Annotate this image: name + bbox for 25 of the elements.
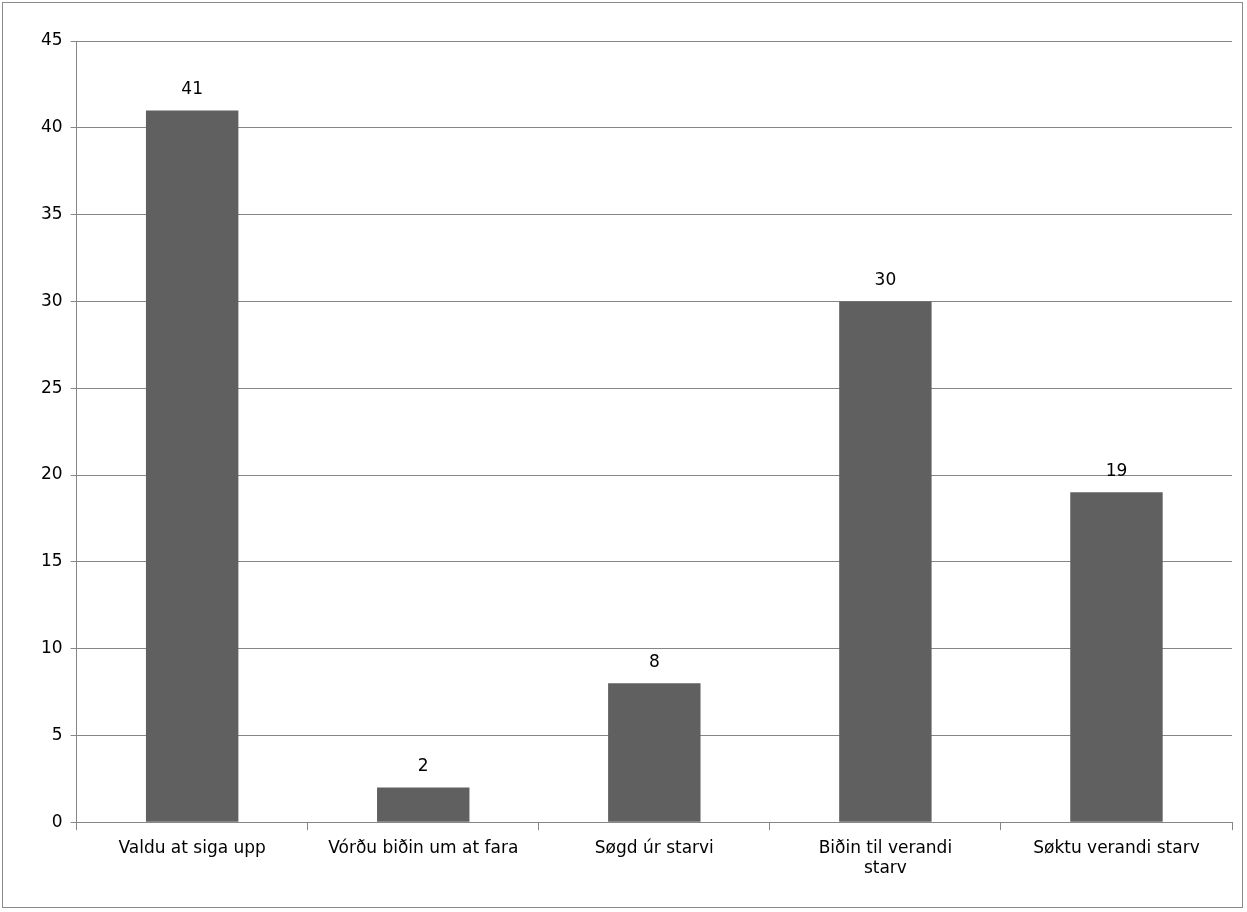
y-tick-label: 45	[40, 29, 63, 50]
y-tick-label: 40	[40, 116, 63, 137]
bar	[608, 683, 701, 822]
y-tick-label: 25	[40, 376, 63, 397]
x-tick-label: Søgd úr starvi	[594, 836, 714, 857]
y-tick-label: 5	[51, 723, 63, 744]
bar	[145, 110, 239, 822]
bar	[377, 787, 470, 822]
bar	[839, 301, 932, 822]
x-tick-label: Vórðu biðin um at fara	[328, 836, 519, 857]
bar	[1070, 492, 1163, 822]
x-tick-label: Søktu verandi starv	[1033, 836, 1200, 857]
y-tick-label: 10	[40, 637, 63, 658]
y-tick-label: 30	[40, 289, 63, 310]
x-tick-label: Biðin til verandi starv	[818, 836, 953, 878]
data-label: 41	[181, 78, 203, 99]
y-tick-label: 15	[40, 550, 63, 571]
y-tick-label: 35	[40, 203, 63, 224]
data-label: 8	[648, 651, 660, 672]
data-label: 2	[417, 755, 429, 776]
data-label: 30	[874, 269, 897, 290]
data-label: 19	[1105, 460, 1128, 481]
x-tick-label: Valdu at siga upp	[118, 836, 266, 857]
y-tick-label: 20	[40, 463, 63, 484]
y-tick-label: 0	[51, 810, 63, 831]
